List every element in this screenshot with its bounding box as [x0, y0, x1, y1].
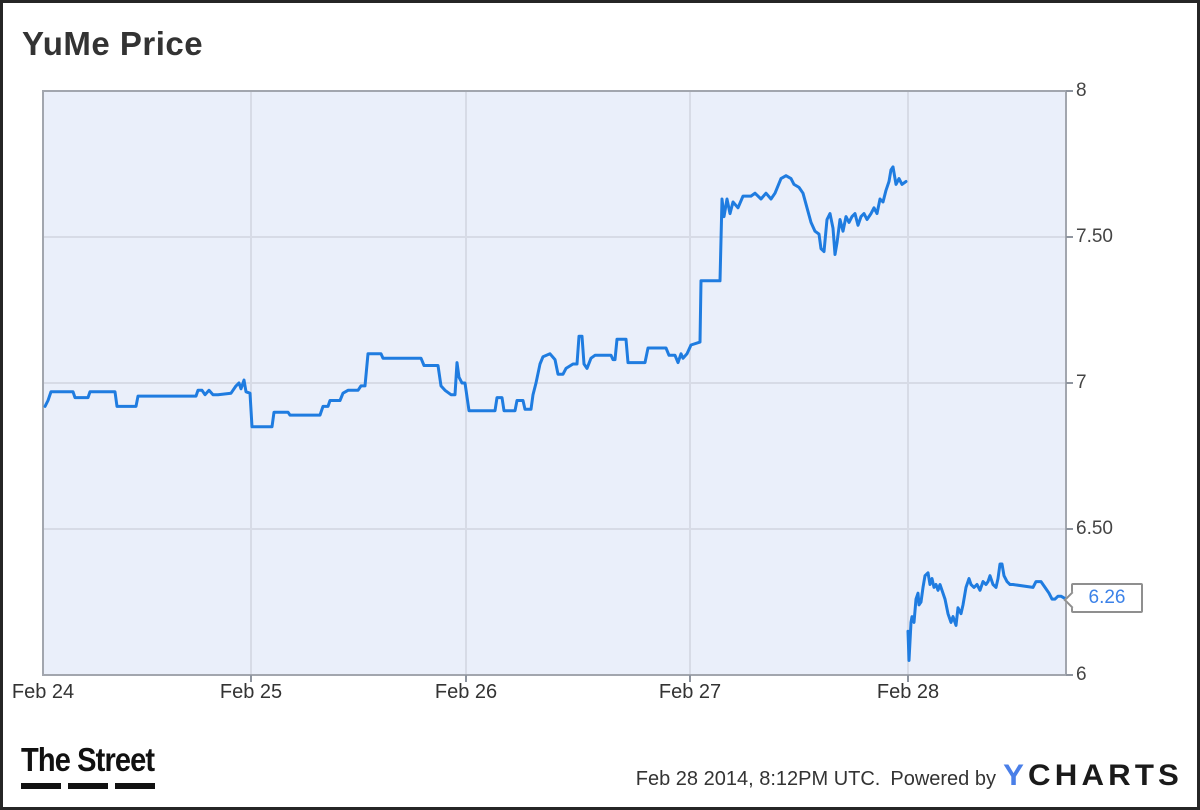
road-dash-icon: [21, 783, 61, 789]
footer-timestamp: Feb 28 2014, 8:12PM UTC.: [635, 768, 881, 790]
x-axis-label: Feb 25: [219, 681, 283, 703]
thestreet-logo: The Street: [21, 741, 172, 789]
x-axis-label: Feb 24: [11, 681, 75, 703]
y-axis-label: 6: [1076, 664, 1087, 685]
footer-attribution: Feb 28 2014, 8:12PM UTC. Powered by YCHA…: [636, 759, 1183, 793]
price-line-chart: [42, 90, 1073, 682]
road-dash-icon: [68, 783, 108, 789]
thestreet-logo-underline: [21, 783, 172, 789]
powered-by-label: Powered by: [890, 768, 996, 790]
x-axis-label: Feb 28: [876, 681, 940, 703]
ycharts-y-glyph: Y: [1003, 759, 1029, 792]
chart-title: YuMe Price: [22, 25, 204, 62]
road-dash-icon: [115, 783, 155, 789]
ycharts-logo: YCHARTS: [1003, 759, 1183, 793]
plot-area: [42, 90, 1073, 682]
last-price-callout: 6.26: [1063, 583, 1143, 613]
last-price-value: 6.26: [1088, 587, 1126, 608]
x-axis-label: Feb 27: [658, 681, 722, 703]
ycharts-charts-text: CHARTS: [1028, 759, 1183, 792]
thestreet-logo-text: The Street: [21, 741, 155, 778]
x-axis-label: Feb 26: [434, 681, 498, 703]
y-axis-label: 7: [1076, 372, 1087, 393]
y-axis-label: 8: [1076, 80, 1087, 101]
y-axis-label: 6.50: [1076, 518, 1113, 539]
y-axis-label: 7.50: [1076, 226, 1113, 247]
